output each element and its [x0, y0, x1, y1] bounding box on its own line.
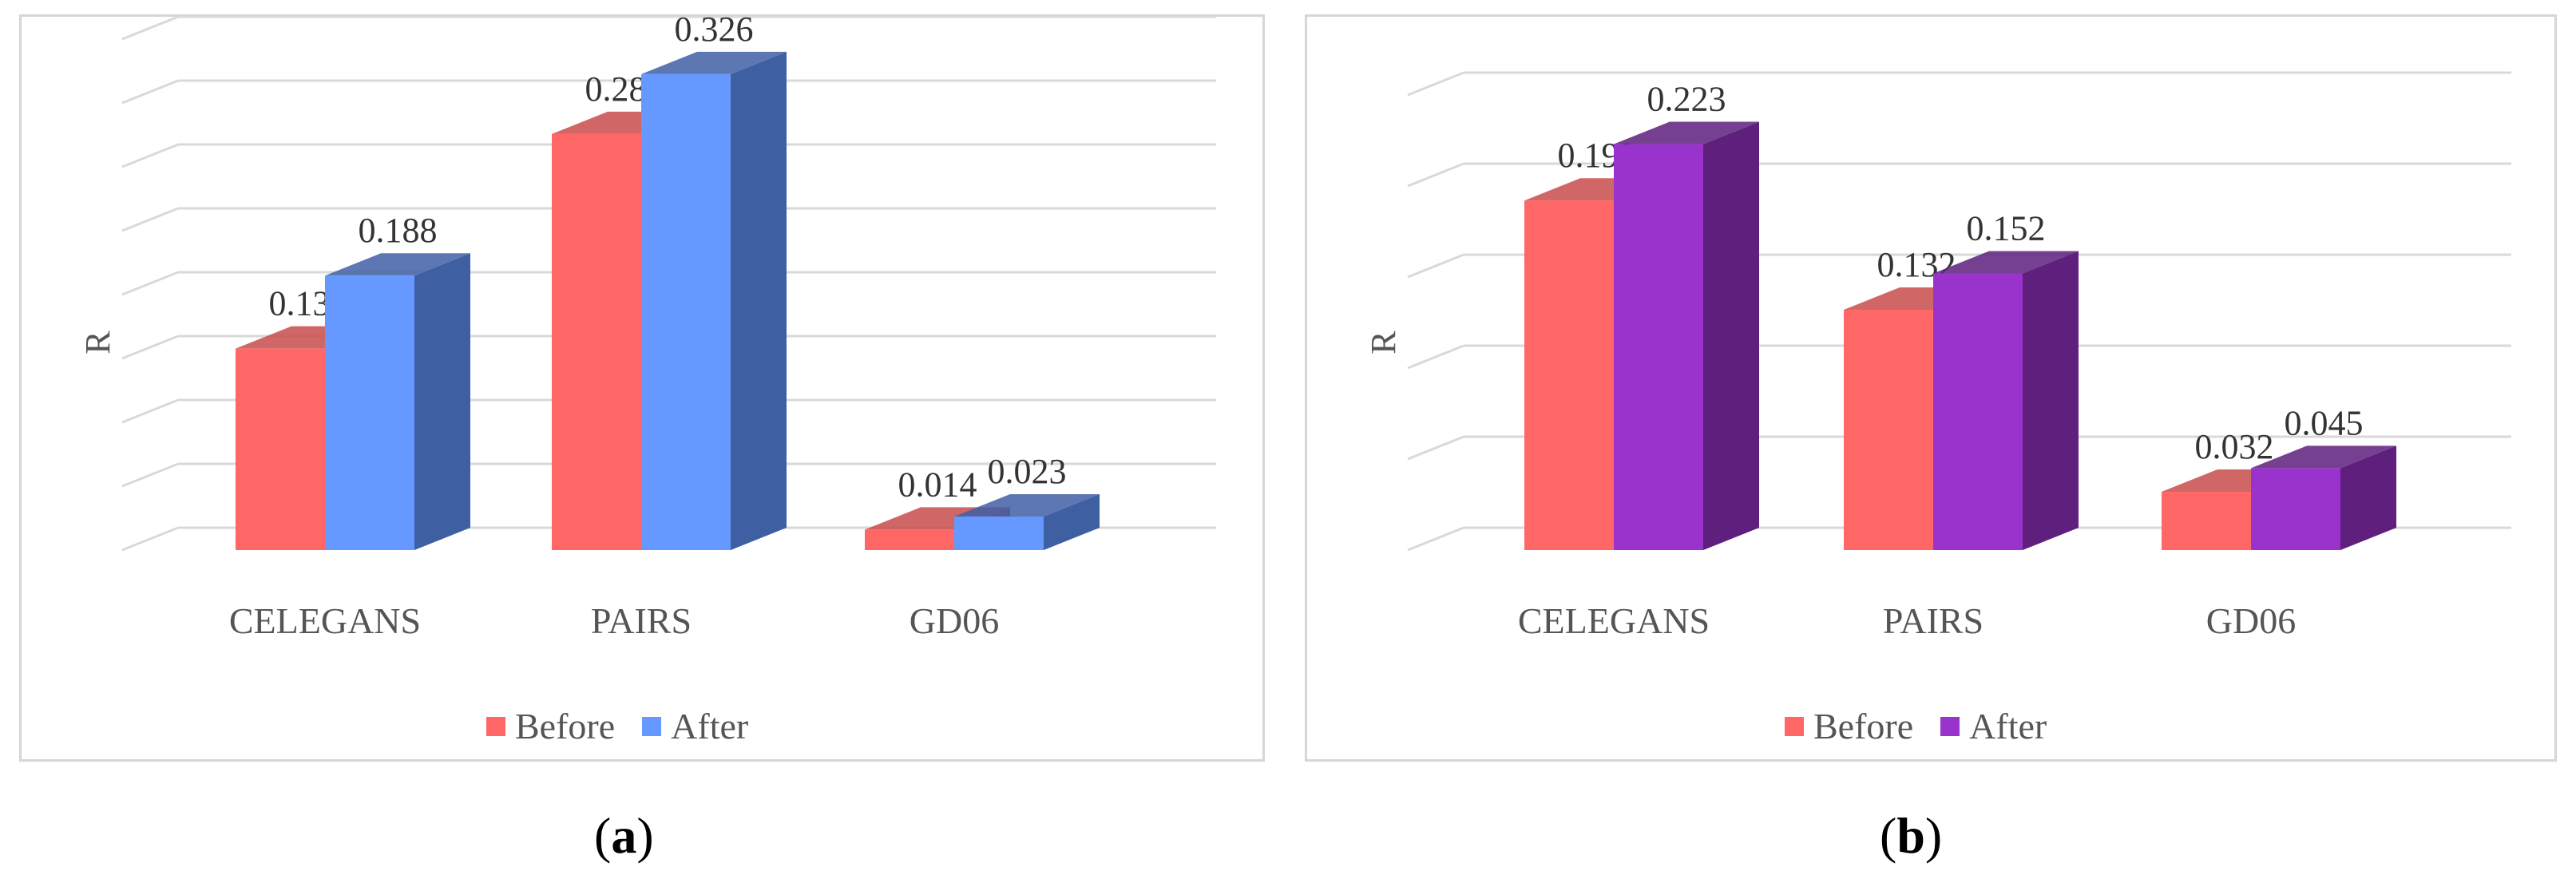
caption-a-label: a [611, 807, 637, 864]
y-axis-label: R [1364, 331, 1403, 354]
legend-b: Before After [1785, 705, 2074, 747]
gridline [1407, 71, 2511, 97]
legend-item-before-b: Before [1785, 705, 1913, 747]
legend-item-after-b: After [1940, 705, 2047, 747]
y-axis-label: R [78, 331, 117, 354]
legend-swatch-after-b [1940, 716, 1960, 736]
chart-panel-b: R 0.192 0.223 CELEGANS 0.132 0.152 PAIRS 0.032 0… [1305, 14, 2557, 762]
legend-label-before-a: Before [515, 706, 616, 746]
bar-after-gd06 [954, 493, 1100, 550]
value-label-after-celegans: 0.223 [1647, 80, 1726, 119]
legend-swatch-before-b [1785, 716, 1804, 736]
bar-after-gd06 [2251, 445, 2396, 550]
caption-b-label: b [1896, 807, 1925, 864]
value-label-after-pairs: 0.326 [675, 10, 754, 49]
category-label-celegans: CELEGANS [229, 600, 421, 641]
value-label-after-gd06: 0.045 [2285, 403, 2364, 442]
gridline [121, 15, 1216, 41]
value-label-after-gd06: 0.023 [988, 452, 1067, 491]
legend-label-after-b: After [1969, 706, 2047, 746]
legend-swatch-after-a [642, 716, 662, 736]
chart-panel-a: R 0.138 0.188 CELEGANS 0.285 0.326 PAIRS 0.014 0… [19, 10, 1265, 762]
bar-after-pairs [1933, 251, 2079, 550]
value-label-after-celegans: 0.188 [359, 211, 438, 250]
legend-swatch-before-a [486, 716, 505, 736]
bar-after-celegans [1614, 121, 1759, 550]
legend-a: Before After [486, 705, 775, 747]
legend-item-after-a: After [642, 705, 748, 747]
bar-after-pairs [641, 51, 787, 550]
category-label-pairs: PAIRS [1883, 600, 1984, 641]
value-label-before-gd06: 0.014 [898, 465, 977, 504]
category-label-pairs: PAIRS [591, 600, 692, 641]
category-label-gd06: GD06 [2206, 600, 2296, 641]
legend-label-before-b: Before [1813, 706, 1914, 746]
caption-a: (a) [594, 807, 654, 864]
value-label-after-pairs: 0.152 [1967, 208, 2046, 247]
value-label-before-gd06: 0.032 [2195, 427, 2274, 466]
category-label-celegans: CELEGANS [1518, 600, 1710, 641]
caption-b: (b) [1880, 807, 1943, 864]
legend-item-before-a: Before [486, 705, 615, 747]
bar-after-celegans [325, 253, 470, 550]
legend-label-after-a: After [671, 706, 749, 746]
category-label-gd06: GD06 [910, 600, 999, 641]
chart-b-svg: R0.1920.223CELEGANS0.1320.152PAIRS0.0320… [1364, 71, 2511, 641]
